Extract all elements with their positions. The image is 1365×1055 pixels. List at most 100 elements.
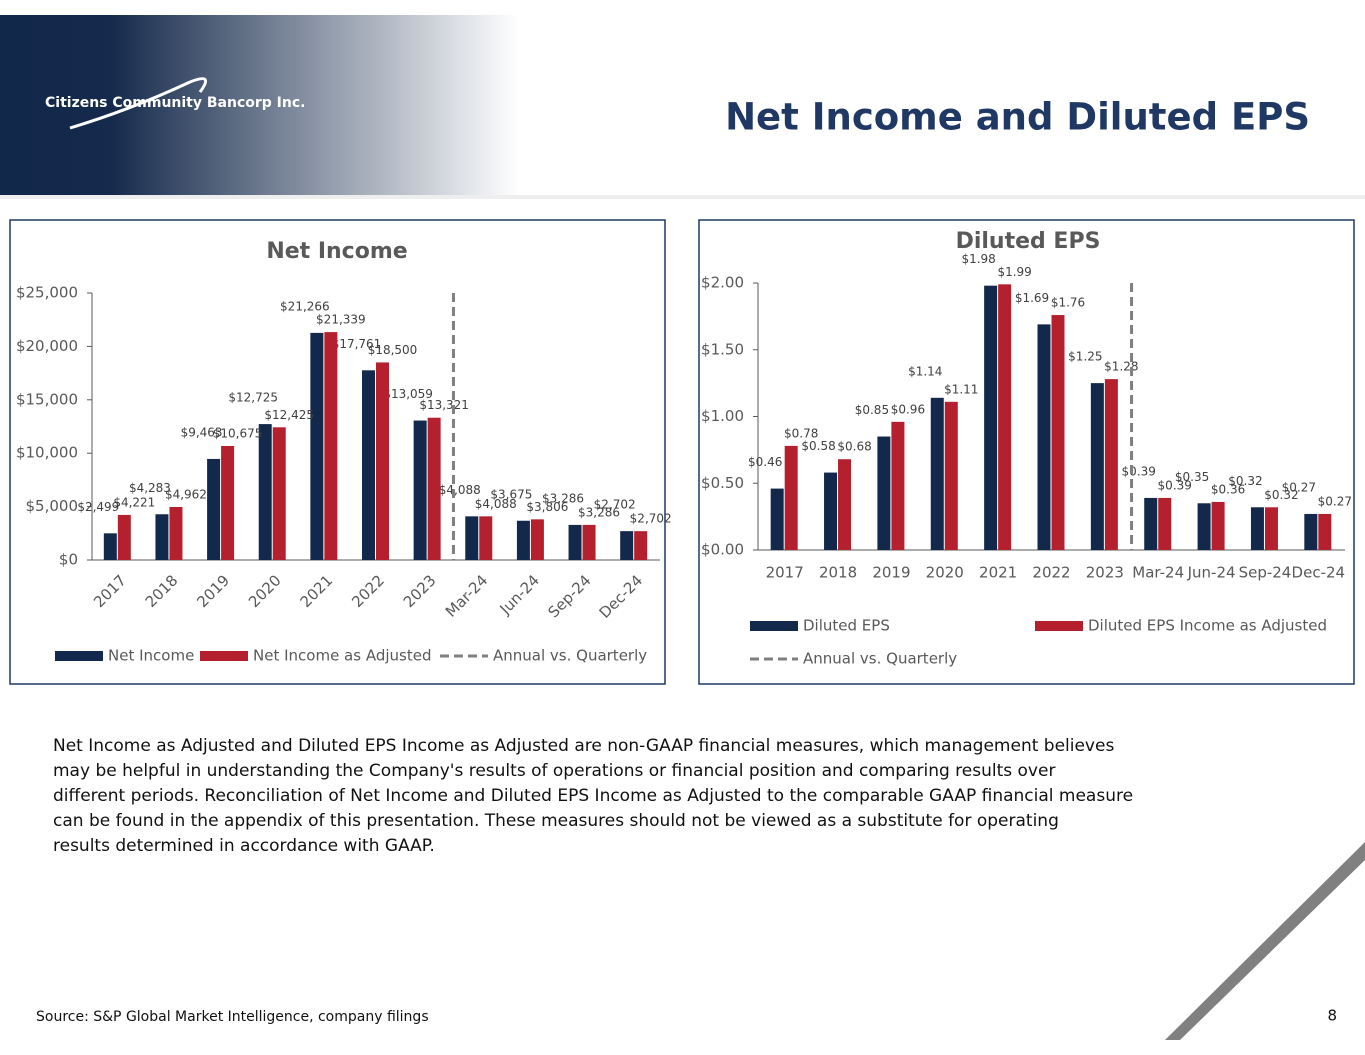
bar [530, 519, 544, 560]
body-text: Net Income as Adjusted and Diluted EPS I… [53, 736, 1114, 756]
value-label: $1.69 [1015, 291, 1049, 305]
x-tick-label: Dec-24 [1292, 564, 1346, 582]
bar [1104, 379, 1118, 550]
value-label: $0.27 [1318, 494, 1352, 508]
bar [634, 531, 648, 560]
x-tick-label: 2017 [90, 571, 130, 611]
body-text: different periods. Reconciliation of Net… [53, 786, 1133, 806]
legend-label: Diluted EPS [803, 617, 890, 635]
bar [207, 458, 221, 560]
value-label: $0.39 [1122, 464, 1156, 478]
bar [1037, 324, 1051, 550]
value-label: $0.68 [837, 440, 871, 454]
x-tick-label: Jun-24 [496, 571, 543, 618]
y-tick-label: $0.00 [701, 541, 744, 559]
bar [620, 531, 634, 560]
chart-frame [698, 219, 1355, 685]
source: Source: S&P Global Market Intelligence, … [36, 1009, 429, 1025]
legend-swatch [55, 651, 103, 661]
x-tick-label: Mar-24 [1132, 564, 1184, 582]
x-tick-label: Jun-24 [1187, 564, 1236, 582]
value-label: $0.39 [1158, 478, 1192, 492]
value-label: $1.98 [961, 252, 995, 266]
legend-label: Net Income as Adjusted [253, 647, 431, 665]
x-tick-label: 2020 [245, 571, 285, 611]
value-label: $0.85 [855, 403, 889, 417]
bar [1304, 513, 1318, 550]
y-tick-label: $0 [59, 551, 78, 569]
value-label: $2,702 [630, 512, 672, 526]
value-label: $0.96 [891, 402, 925, 416]
x-tick-label: 2023 [1086, 564, 1124, 582]
y-tick-label: $15,000 [16, 390, 78, 408]
bar [998, 284, 1012, 550]
header-shadow [0, 195, 1365, 199]
value-label: $13,059 [383, 387, 433, 401]
value-label: $0.32 [1264, 488, 1298, 502]
y-tick-label: $20,000 [16, 337, 78, 355]
body-text: results determined in accordance with GA… [53, 836, 435, 856]
value-label: $10,675 [213, 426, 263, 440]
x-tick-label: 2017 [766, 564, 804, 582]
x-tick-label: Sep-24 [545, 571, 595, 621]
bar [824, 472, 838, 550]
value-label: $0.58 [801, 439, 835, 453]
bar [376, 362, 389, 560]
bar [784, 445, 798, 550]
bar [944, 401, 958, 550]
value-label: $3,806 [526, 500, 568, 514]
chart-title: Diluted EPS [956, 229, 1101, 254]
slide-title: Net Income and Diluted EPS [725, 96, 1310, 139]
chart-title: Net Income [266, 239, 407, 264]
bar [479, 516, 493, 560]
x-tick-label: 2022 [1032, 564, 1070, 582]
bar [155, 514, 169, 560]
value-label: $4,962 [165, 488, 207, 502]
legend-label: Net Income [108, 647, 194, 665]
logo-swoosh [69, 77, 208, 130]
x-tick-label: Mar-24 [442, 571, 491, 620]
x-tick-label: 2022 [348, 571, 388, 611]
value-label: $12,725 [228, 391, 278, 405]
bar [413, 420, 427, 560]
body-text: may be helpful in understanding the Comp… [53, 761, 1055, 781]
bar [1211, 501, 1225, 550]
bar [272, 427, 286, 560]
x-tick-label: 2019 [872, 564, 910, 582]
bar [770, 488, 784, 550]
value-label: $12,425 [264, 408, 314, 422]
legend-swatch [1035, 621, 1083, 631]
body-text: can be found in the appendix of this pre… [53, 811, 1059, 831]
value-label: $3,286 [542, 491, 584, 505]
value-label: $3,675 [490, 487, 532, 501]
y-tick-label: $2.00 [701, 274, 744, 292]
y-tick-label: $10,000 [16, 444, 78, 462]
bar [103, 533, 117, 560]
value-label: $0.36 [1211, 482, 1245, 496]
bar [838, 459, 852, 550]
x-tick-label: 2018 [142, 571, 182, 611]
value-label: $0.35 [1175, 470, 1209, 484]
bar [324, 332, 338, 560]
x-tick-label: 2018 [819, 564, 857, 582]
value-label: $1.28 [1104, 360, 1138, 374]
chart-frame [9, 219, 666, 685]
value-label: $1.99 [997, 265, 1031, 279]
value-label: $9,463 [181, 425, 223, 439]
bar [258, 424, 272, 560]
bar [169, 507, 183, 560]
bar [427, 417, 441, 560]
value-label: $21,266 [280, 299, 330, 313]
bar [1051, 315, 1065, 550]
value-label: $1.14 [908, 364, 942, 378]
bar [1197, 503, 1211, 550]
legend-swatch [200, 651, 248, 661]
header-band [0, 15, 1365, 195]
value-label: $0.46 [748, 455, 782, 469]
bar [465, 516, 479, 560]
y-tick-label: $1.00 [701, 407, 744, 425]
value-label: $13,321 [419, 398, 469, 412]
bar [568, 524, 582, 560]
value-label: $17,761 [332, 337, 382, 351]
